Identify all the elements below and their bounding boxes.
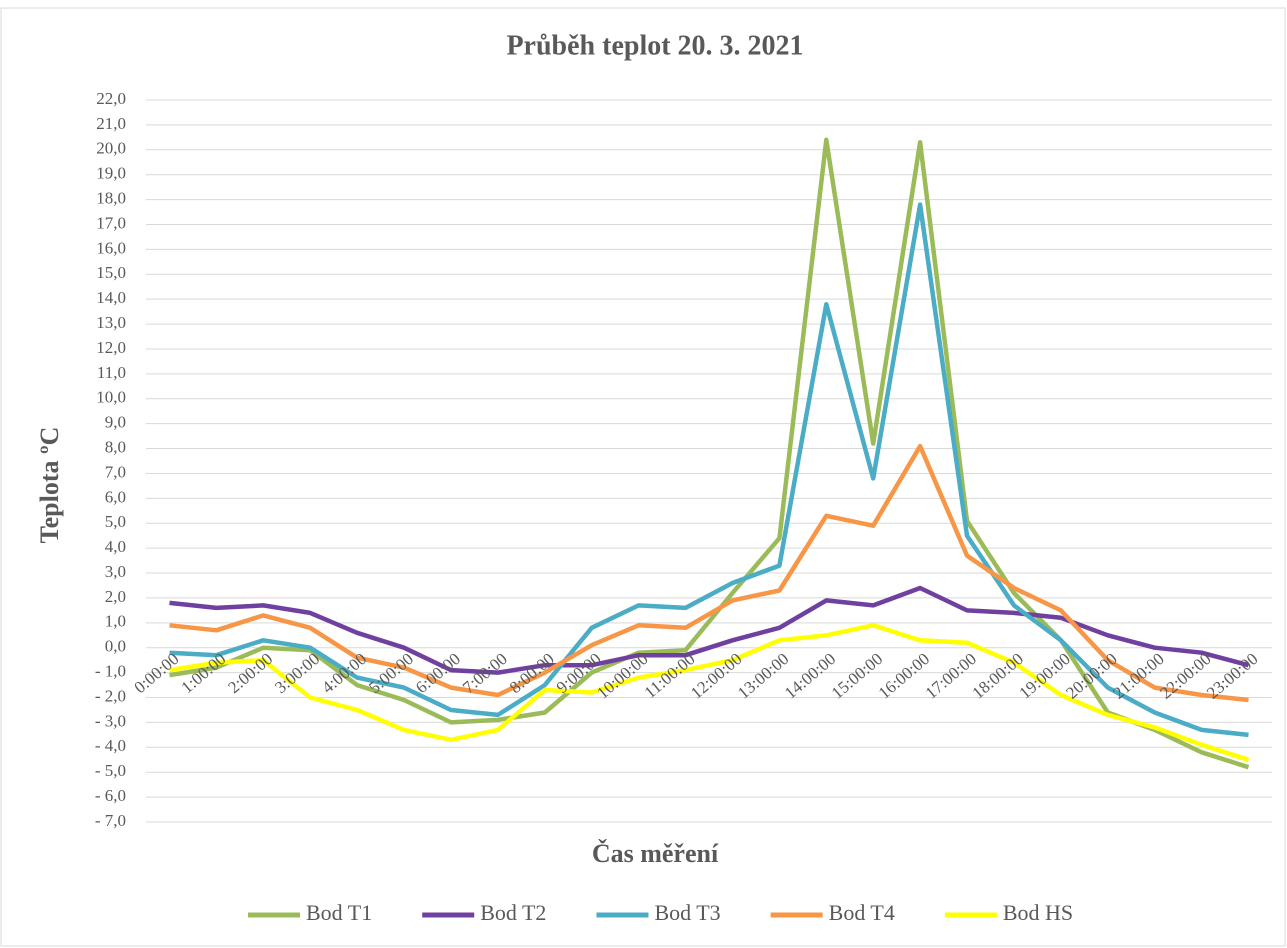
y-tick-label: 6,0 (105, 487, 126, 506)
y-tick-label: 2,0 (105, 587, 126, 606)
chart-border (0, 7, 1286, 947)
series-line (169, 202, 1249, 738)
y-tick-label: 18,0 (96, 188, 126, 207)
y-tick-label: - 7,0 (95, 811, 126, 830)
y-tick-label: 12,0 (96, 338, 126, 357)
lines (169, 137, 1250, 770)
grid (146, 99, 1272, 823)
y-tick-label: 10,0 (96, 388, 126, 407)
legend: Bod T1 Bod T2 Bod T3 Bod T4 Bod HS (248, 900, 1073, 925)
y-tick-label: 0,0 (105, 637, 126, 656)
y-tick-label: 20,0 (96, 139, 126, 158)
legend-label: Bod HS (1003, 900, 1073, 925)
chart-title: Průběh teplot 20. 3. 2021 (506, 30, 803, 61)
y-tick-label: 22,0 (96, 89, 126, 108)
series-line (169, 443, 1249, 703)
legend-label: Bod T1 (306, 900, 372, 925)
y-tick-label: 8,0 (105, 437, 126, 456)
y-tick-label: - 5,0 (95, 761, 126, 780)
y-tick-label: 3,0 (105, 562, 126, 581)
y-tick-label: 7,0 (105, 462, 126, 481)
x-axis-title: Čas měření (592, 839, 719, 868)
y-tick-label: - 6,0 (95, 786, 126, 805)
y-tick-label: 14,0 (96, 288, 126, 307)
y-axis-title: Teplota ºC (35, 427, 64, 544)
y-tick-label: 19,0 (96, 164, 126, 183)
y-tick-label: 9,0 (105, 413, 126, 432)
y-tick-label: - 3,0 (95, 711, 126, 730)
y-tick-label: 13,0 (96, 313, 126, 332)
series-line (169, 623, 1250, 762)
y-tick-label: 11,0 (97, 363, 126, 382)
y-tick-label: - 4,0 (95, 736, 126, 755)
y-tick-label: 17,0 (96, 213, 126, 232)
series-line (169, 137, 1250, 770)
y-tick-label: 16,0 (96, 238, 126, 257)
y-tick-label: 4,0 (105, 537, 126, 556)
legend-label: Bod T2 (480, 900, 546, 925)
y-tick-label: 1,0 (105, 612, 126, 631)
y-tick-label: - 2,0 (95, 686, 126, 705)
legend-label: Bod T3 (654, 900, 720, 925)
y-tick-label: - 1,0 (95, 662, 126, 681)
y-tick-label: 5,0 (105, 512, 126, 531)
y-tick-label: 15,0 (96, 263, 126, 282)
legend-label: Bod T4 (829, 900, 895, 925)
y-tick-label: 21,0 (96, 114, 126, 133)
